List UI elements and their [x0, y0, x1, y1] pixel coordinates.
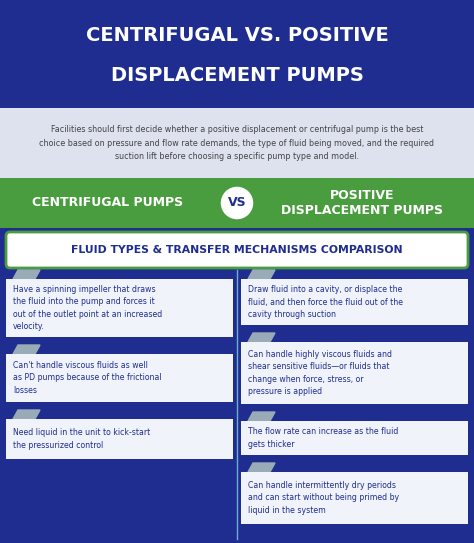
FancyBboxPatch shape [6, 279, 233, 337]
Polygon shape [248, 270, 275, 279]
Polygon shape [248, 463, 275, 472]
FancyBboxPatch shape [241, 342, 468, 404]
Text: Facilities should first decide whether a positive displacement or centrifugal pu: Facilities should first decide whether a… [39, 124, 435, 161]
FancyBboxPatch shape [6, 419, 233, 459]
Text: Can handle intermittently dry periods
and can start without being primed by
liqu: Can handle intermittently dry periods an… [248, 481, 399, 515]
Text: Draw fluid into a cavity, or displace the
fluid, and then force the fluid out of: Draw fluid into a cavity, or displace th… [248, 285, 403, 319]
Circle shape [219, 185, 255, 221]
FancyBboxPatch shape [0, 0, 474, 108]
Text: Have a spinning impeller that draws
the fluid into the pump and forces it
out of: Have a spinning impeller that draws the … [13, 285, 162, 331]
Text: Need liquid in the unit to kick-start
the pressurized control: Need liquid in the unit to kick-start th… [13, 428, 150, 450]
Text: FLUID TYPES & TRANSFER MECHANISMS COMPARISON: FLUID TYPES & TRANSFER MECHANISMS COMPAR… [71, 245, 403, 255]
Text: VS: VS [228, 197, 246, 210]
Polygon shape [13, 410, 40, 419]
FancyBboxPatch shape [241, 421, 468, 455]
Polygon shape [13, 270, 40, 279]
FancyBboxPatch shape [241, 472, 468, 524]
Text: Can't handle viscous fluids as well
as PD pumps because of the frictional
losses: Can't handle viscous fluids as well as P… [13, 361, 162, 395]
Polygon shape [248, 333, 275, 342]
Text: Can handle highly viscous fluids and
shear sensitive fluids—or fluids that
chang: Can handle highly viscous fluids and she… [248, 350, 392, 396]
Text: The flow rate can increase as the fluid
gets thicker: The flow rate can increase as the fluid … [248, 427, 398, 449]
Text: CENTRIFUGAL VS. POSITIVE: CENTRIFUGAL VS. POSITIVE [86, 26, 388, 45]
Text: DISPLACEMENT PUMPS: DISPLACEMENT PUMPS [110, 66, 364, 85]
FancyBboxPatch shape [0, 178, 474, 228]
FancyBboxPatch shape [241, 279, 468, 325]
Polygon shape [13, 345, 40, 354]
Polygon shape [248, 412, 275, 421]
FancyBboxPatch shape [0, 108, 474, 178]
Text: CENTRIFUGAL PUMPS: CENTRIFUGAL PUMPS [32, 197, 183, 210]
FancyBboxPatch shape [6, 354, 233, 402]
Text: POSITIVE
DISPLACEMENT PUMPS: POSITIVE DISPLACEMENT PUMPS [281, 189, 443, 217]
FancyBboxPatch shape [0, 228, 474, 543]
FancyBboxPatch shape [6, 232, 468, 268]
